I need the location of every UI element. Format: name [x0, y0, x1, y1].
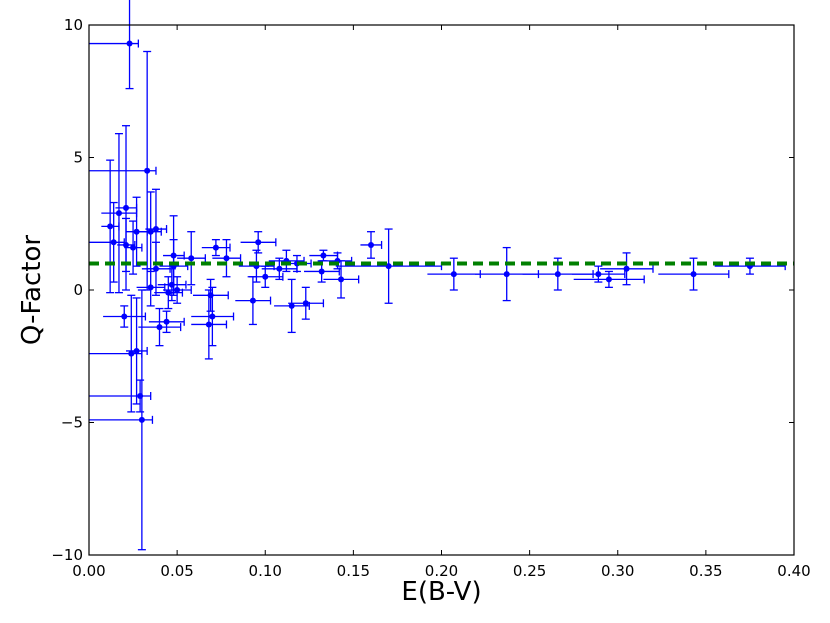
data-point [147, 228, 154, 235]
data-point [249, 297, 256, 304]
data-point [255, 239, 262, 246]
x-tick-label: 0.20 [425, 562, 458, 580]
plot-background [89, 25, 794, 555]
data-point [144, 167, 151, 174]
x-tick-label: 0.00 [72, 562, 105, 580]
x-tick-label: 0.35 [689, 562, 722, 580]
x-tick-label: 0.15 [337, 562, 370, 580]
x-tick-label: 0.40 [777, 562, 810, 580]
x-tick-label: 0.30 [601, 562, 634, 580]
data-point [605, 276, 612, 283]
data-point [690, 271, 697, 278]
data-point [147, 284, 154, 291]
y-tick-label: 10 [64, 16, 83, 34]
data-point [288, 302, 295, 309]
data-point [123, 204, 130, 211]
data-point [130, 244, 137, 251]
data-point [209, 313, 216, 320]
x-tick-label: 0.05 [160, 562, 193, 580]
data-point [223, 255, 230, 262]
data-point [165, 289, 172, 296]
y-tick-label: −10 [51, 546, 83, 564]
x-axis-label: E(B-V) [401, 577, 481, 607]
data-point [174, 287, 181, 293]
x-tick-label: 0.25 [513, 562, 546, 580]
data-point [110, 239, 117, 246]
data-point [156, 324, 163, 331]
data-point [318, 268, 325, 275]
data-point [138, 416, 145, 423]
data-point [188, 255, 195, 262]
data-point [107, 223, 114, 230]
data-point [123, 241, 130, 248]
plot-frame [88, 24, 795, 556]
data-point [262, 273, 269, 280]
data-point [554, 271, 561, 278]
data-point [595, 271, 602, 278]
y-tick-label: 0 [73, 281, 83, 299]
y-ticks: −10 −5 0 5 10 [51, 16, 794, 564]
data-point [212, 244, 219, 251]
x-ticks: 0.00 0.05 0.10 0.15 0.20 0.25 0.30 0.35 0.40 [72, 25, 811, 580]
data-point [320, 252, 327, 259]
y-tick-label: −5 [61, 414, 83, 432]
data-point [623, 265, 630, 272]
data-point [152, 265, 159, 272]
data-point [368, 241, 374, 248]
data-point [115, 210, 122, 217]
data-point [163, 318, 170, 325]
data-point [503, 271, 510, 278]
data-point [276, 265, 283, 272]
data-point [385, 263, 392, 270]
data-point [128, 350, 135, 357]
data-point [152, 226, 159, 233]
y-axis-label: Q-Factor [17, 235, 47, 345]
x-tick-label: 0.10 [249, 562, 282, 580]
data-point [302, 300, 309, 307]
data-point [338, 276, 345, 283]
data-point [205, 321, 212, 328]
data-point [133, 228, 140, 235]
data-point [168, 281, 175, 288]
data-point [121, 313, 128, 320]
data-point [126, 40, 133, 47]
data-point [450, 271, 457, 278]
data-point [133, 347, 140, 354]
y-tick-label: 5 [73, 149, 83, 167]
